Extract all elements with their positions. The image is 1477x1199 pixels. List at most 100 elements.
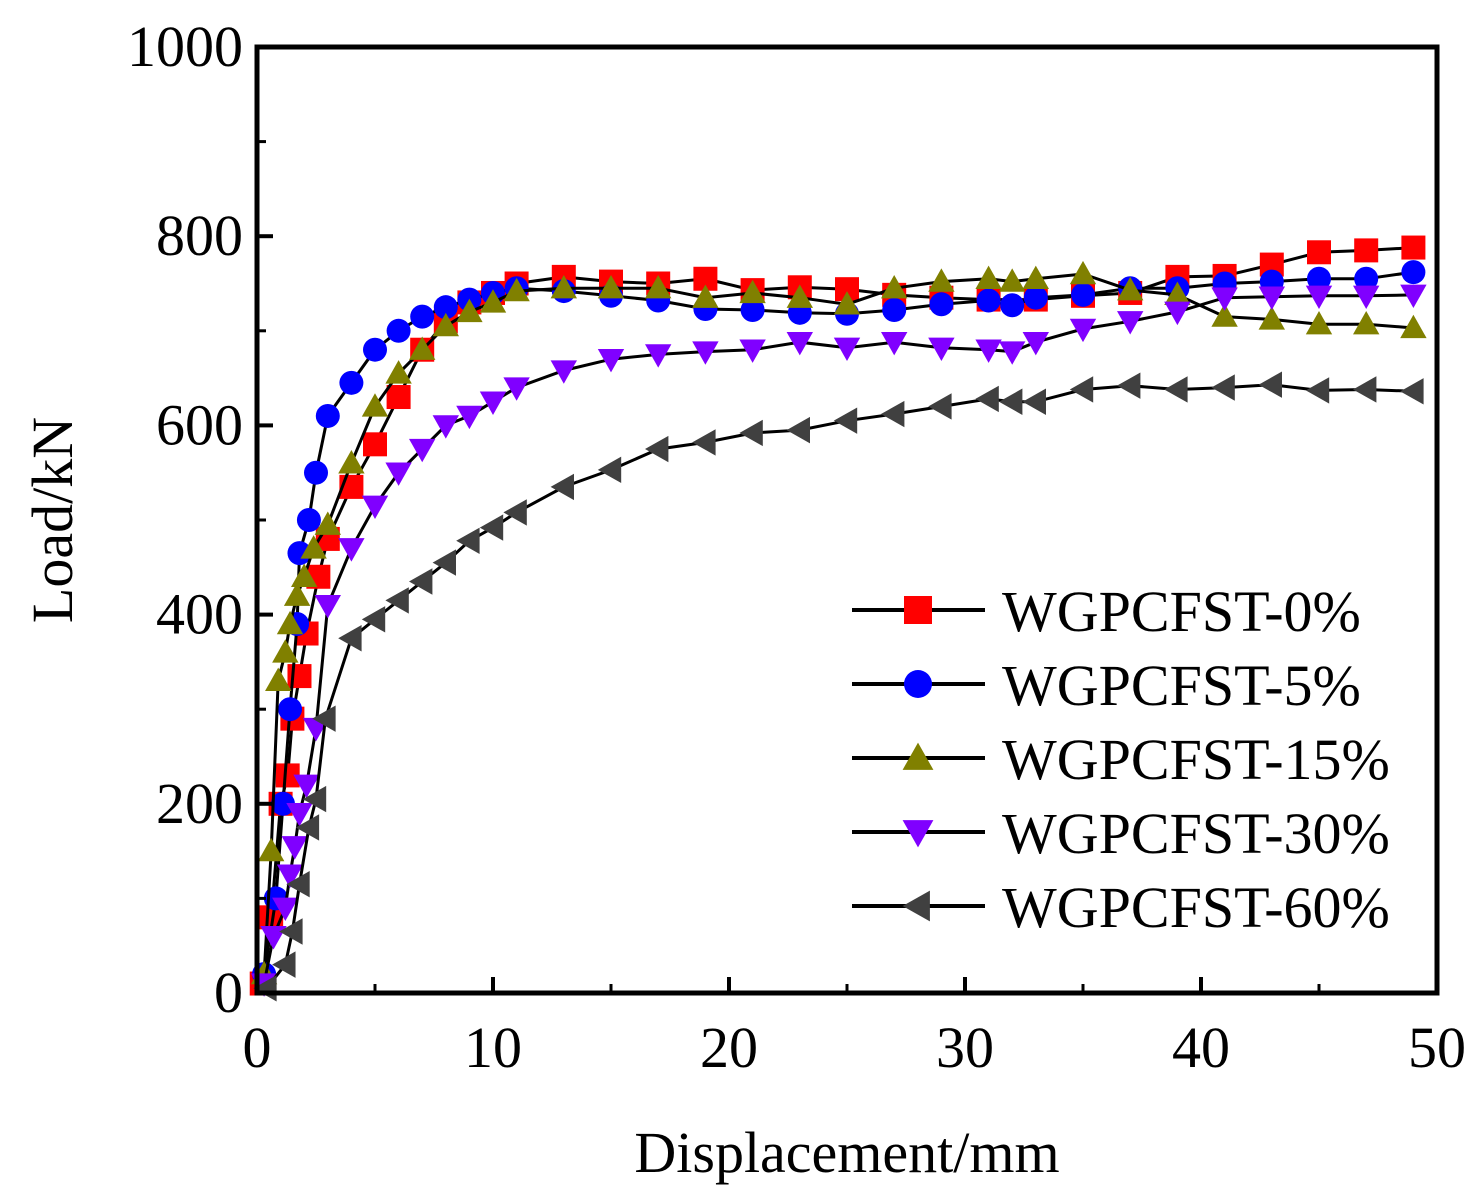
series-WGPCFST-30% xyxy=(250,284,1427,997)
data-point xyxy=(432,312,459,337)
data-point xyxy=(283,582,311,606)
x-tick-label: 40 xyxy=(1172,1015,1230,1080)
data-point xyxy=(928,268,955,292)
data-point xyxy=(1022,388,1046,415)
data-point xyxy=(272,951,296,978)
legend-item: WGPCFST-60% xyxy=(852,875,1390,940)
legend-item: WGPCFST-5% xyxy=(852,653,1361,718)
data-point xyxy=(1211,303,1238,327)
legend-label: WGPCFST-60% xyxy=(1002,875,1390,940)
data-point xyxy=(433,295,458,320)
data-point xyxy=(456,527,480,555)
data-point xyxy=(361,393,389,417)
data-point xyxy=(1211,374,1235,401)
data-point xyxy=(1071,282,1095,307)
data-point xyxy=(270,791,295,816)
data-point xyxy=(385,462,412,486)
data-point xyxy=(833,291,861,315)
data-point xyxy=(287,541,312,566)
data-point xyxy=(1401,235,1426,260)
data-point xyxy=(315,403,340,428)
data-point xyxy=(456,405,483,430)
y-tick-label: 200 xyxy=(156,771,243,836)
data-point xyxy=(385,587,409,614)
legend: WGPCFST-0% WGPCFST-5% WGPCFST-15% WGPCFST-3… xyxy=(852,579,1390,940)
data-point xyxy=(286,871,310,898)
legend-item: WGPCFST-30% xyxy=(852,801,1390,866)
legend-label: WGPCFST-15% xyxy=(1002,727,1390,792)
data-point xyxy=(645,275,672,299)
data-point xyxy=(293,774,320,799)
data-point xyxy=(692,284,719,308)
data-point xyxy=(339,370,364,395)
data-point xyxy=(302,785,327,813)
data-point xyxy=(257,837,285,862)
x-tick-label: 50 xyxy=(1408,1015,1466,1080)
data-point xyxy=(338,450,365,474)
data-point xyxy=(975,385,999,413)
data-point xyxy=(1400,378,1424,405)
data-point xyxy=(479,514,504,541)
data-point xyxy=(740,297,765,322)
data-point xyxy=(928,393,952,420)
x-axis-label: Displacement/mm xyxy=(634,1120,1059,1185)
x-tick-label: 30 xyxy=(936,1015,994,1080)
data-point xyxy=(1069,376,1094,403)
data-point xyxy=(833,407,858,434)
data-point xyxy=(291,563,318,587)
legend-label: WGPCFST-5% xyxy=(1002,653,1361,718)
data-point xyxy=(432,549,456,576)
data-point xyxy=(975,339,1002,363)
data-point xyxy=(882,297,907,322)
data-point xyxy=(739,279,766,304)
data-point xyxy=(1354,238,1379,263)
data-point xyxy=(312,705,336,732)
data-point xyxy=(929,292,954,317)
series-layer xyxy=(249,235,1427,1002)
data-point xyxy=(975,265,1002,289)
data-point xyxy=(386,318,411,343)
data-point xyxy=(1022,331,1049,356)
data-point xyxy=(409,438,436,463)
legend-label: WGPCFST-30% xyxy=(1002,801,1390,866)
data-point xyxy=(786,416,810,444)
data-point xyxy=(739,339,766,363)
legend-item: WGPCFST-15% xyxy=(852,727,1390,792)
data-point xyxy=(409,336,436,360)
data-point xyxy=(1117,372,1141,399)
data-point xyxy=(338,538,365,562)
data-point xyxy=(928,337,955,362)
tick-labels: 0 10 20 30 40 50 0 200 400 600 800 1000 xyxy=(127,14,1466,1080)
y-axis-label: Load/kN xyxy=(20,417,85,623)
legend-marker xyxy=(904,670,932,698)
data-point xyxy=(314,594,341,619)
data-point xyxy=(1258,371,1282,398)
data-point xyxy=(692,429,716,456)
data-point xyxy=(833,337,861,362)
data-point xyxy=(456,298,483,323)
data-point xyxy=(597,456,622,484)
data-point xyxy=(278,697,303,722)
data-point xyxy=(1353,310,1380,335)
data-point xyxy=(692,341,719,365)
data-point xyxy=(645,435,669,463)
data-point xyxy=(1305,285,1333,309)
data-point xyxy=(976,288,1001,313)
data-point xyxy=(386,385,411,410)
data-point xyxy=(1307,240,1331,265)
data-point xyxy=(597,348,625,373)
data-point xyxy=(363,337,387,362)
data-point xyxy=(276,610,304,635)
data-point xyxy=(286,803,313,827)
data-point xyxy=(1353,376,1377,403)
legend-label: WGPCFST-0% xyxy=(1002,579,1361,644)
x-tick-label: 10 xyxy=(464,1015,522,1080)
legend-item: WGPCFST-0% xyxy=(852,579,1361,644)
data-point xyxy=(385,360,412,384)
data-point xyxy=(1117,276,1144,301)
data-point xyxy=(361,606,386,633)
y-tick-label: 800 xyxy=(156,203,243,268)
data-point xyxy=(296,508,321,532)
legend-marker xyxy=(902,742,934,770)
